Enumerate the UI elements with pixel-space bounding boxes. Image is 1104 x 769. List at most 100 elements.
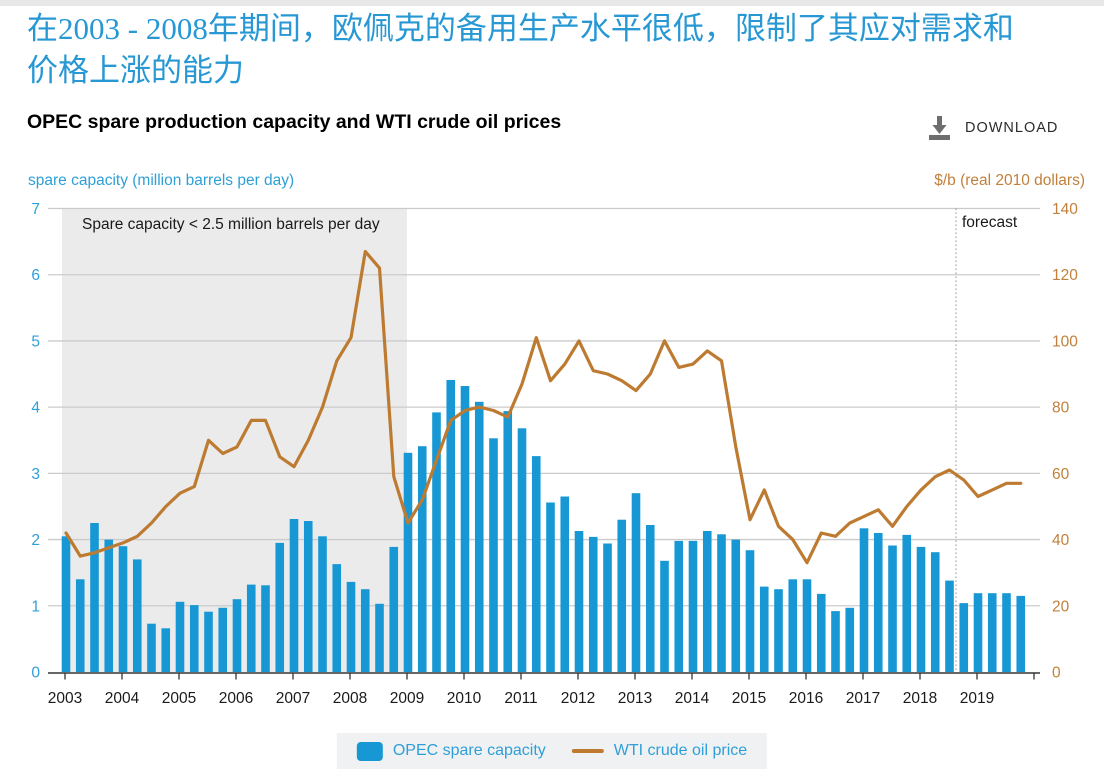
spare-capacity-bar	[489, 438, 498, 672]
bar-series-swatch	[356, 741, 383, 761]
x-axis-year-label: 2010	[447, 690, 482, 707]
spare-capacity-bar	[845, 607, 855, 672]
spare-capacity-bar	[432, 412, 441, 672]
spare-capacity-bar	[147, 623, 156, 672]
right-axis-tick-label: 20	[1052, 598, 1070, 615]
spare-capacity-bar	[303, 521, 313, 672]
download-icon	[929, 116, 950, 140]
spare-capacity-bar	[289, 519, 299, 672]
shaded-region-label: Spare capacity < 2.5 million barrels per…	[82, 216, 380, 233]
x-axis-year-label: 2014	[675, 690, 710, 707]
left-axis-tick-label: 3	[31, 466, 40, 483]
right-axis-tick-label: 40	[1052, 532, 1070, 549]
spare-capacity-bar	[346, 581, 356, 672]
spare-capacity-bar	[175, 601, 185, 672]
spare-capacity-bar	[731, 539, 741, 672]
page-title-line2: 价格上涨的能力	[27, 53, 244, 88]
spare-capacity-bar	[246, 584, 256, 672]
x-axis-year-label: 2004	[105, 690, 140, 707]
x-axis-year-label: 2009	[390, 690, 424, 707]
spare-capacity-bar	[802, 579, 812, 672]
download-button[interactable]: DOWNLOAD	[925, 112, 1060, 144]
spare-capacity-bar	[389, 546, 399, 672]
right-axis-tick-label: 120	[1052, 267, 1078, 284]
spare-capacity-bar	[888, 545, 897, 672]
x-axis-year-label: 2012	[561, 690, 595, 707]
right-axis-tick-label: 140	[1052, 201, 1078, 218]
spare-capacity-bar	[204, 611, 213, 672]
spare-capacity-bar	[916, 546, 926, 672]
spare-capacity-bar	[973, 593, 983, 672]
spare-capacity-bar	[560, 496, 570, 672]
top-divider	[0, 0, 1104, 6]
spare-capacity-bar	[104, 539, 114, 672]
spare-capacity-bar	[275, 542, 285, 672]
spare-capacity-bar	[61, 536, 71, 672]
spare-capacity-bar	[90, 523, 99, 672]
spare-capacity-bar	[987, 593, 997, 672]
right-axis-tick-label: 100	[1052, 333, 1078, 350]
spare-capacity-bar	[474, 401, 484, 672]
spare-capacity-bar	[831, 611, 840, 672]
spare-capacity-bar	[873, 533, 883, 672]
legend: OPEC spare capacity WTI crude oil price	[336, 733, 768, 769]
spare-capacity-bar	[517, 428, 527, 672]
spare-capacity-bar	[774, 589, 783, 672]
spare-capacity-bar	[588, 536, 598, 672]
spare-capacity-bar	[603, 543, 612, 672]
left-axis-title: spare capacity (million barrels per day)	[28, 172, 295, 189]
left-axis-tick-label: 0	[31, 665, 40, 682]
right-axis-tick-label: 0	[1052, 665, 1061, 682]
x-axis-year-label: 2015	[732, 690, 766, 707]
spare-capacity-bar	[959, 603, 969, 672]
spare-capacity-bar	[189, 605, 199, 672]
spare-capacity-bar	[717, 534, 726, 672]
spare-capacity-bar	[617, 519, 627, 672]
spare-capacity-bar	[261, 585, 270, 672]
x-axis-year-label: 2006	[219, 690, 253, 707]
left-axis-tick-label: 6	[31, 267, 40, 284]
spare-capacity-bar	[417, 446, 427, 672]
x-axis-year-label: 2018	[903, 690, 937, 707]
wti-price-line	[64, 249, 1023, 565]
spare-capacity-bar	[531, 456, 541, 672]
spare-capacity-bar	[1002, 593, 1011, 672]
left-axis-tick-label: 1	[31, 598, 40, 615]
legend-item-wti-price[interactable]: WTI crude oil price	[571, 742, 748, 760]
left-axis-tick-label: 5	[31, 333, 40, 350]
legend-label-wti-price: WTI crude oil price	[613, 742, 748, 759]
spare-capacity-bar	[403, 452, 413, 672]
spare-capacity-bar	[745, 550, 755, 672]
spare-capacity-bar	[503, 411, 513, 672]
spare-capacity-bar	[446, 380, 456, 672]
x-axis-year-label: 2005	[162, 690, 196, 707]
spare-capacity-bar	[930, 552, 940, 672]
legend-item-spare-capacity[interactable]: OPEC spare capacity	[356, 741, 546, 761]
download-label: DOWNLOAD	[965, 120, 1059, 136]
spare-capacity-bar	[902, 534, 912, 672]
spare-capacity-bar	[360, 589, 370, 672]
forecast-label: forecast	[962, 214, 1018, 231]
spare-capacity-bar	[232, 599, 242, 672]
spare-capacity-bar	[318, 536, 327, 672]
spare-capacity-bar	[759, 586, 769, 672]
spare-capacity-bar	[218, 607, 228, 672]
spare-capacity-bar	[161, 628, 171, 672]
right-axis-tick-label: 80	[1052, 400, 1070, 417]
spare-capacity-bar	[1016, 595, 1026, 672]
spare-capacity-bar	[375, 603, 384, 672]
spare-capacity-bar	[460, 386, 470, 672]
x-axis-year-label: 2013	[618, 690, 652, 707]
left-axis-tick-label: 2	[31, 532, 40, 549]
spare-capacity-bar	[574, 531, 584, 672]
x-axis-year-label: 2019	[960, 690, 994, 707]
page-title: 在2003 - 2008年期间，欧佩克的备用生产水平很低，限制了其应对需求和 价格…	[27, 8, 1093, 92]
page-title-line1: 在2003 - 2008年期间，欧佩克的备用生产水平很低，限制了其应对需求和	[27, 11, 1014, 46]
spare-capacity-bar	[660, 560, 669, 672]
left-axis-tick-label: 7	[31, 201, 40, 218]
spare-capacity-bar	[945, 580, 954, 672]
spare-capacity-bar	[132, 559, 142, 672]
spare-capacity-bar	[645, 525, 655, 672]
spare-capacity-bar	[631, 493, 641, 672]
